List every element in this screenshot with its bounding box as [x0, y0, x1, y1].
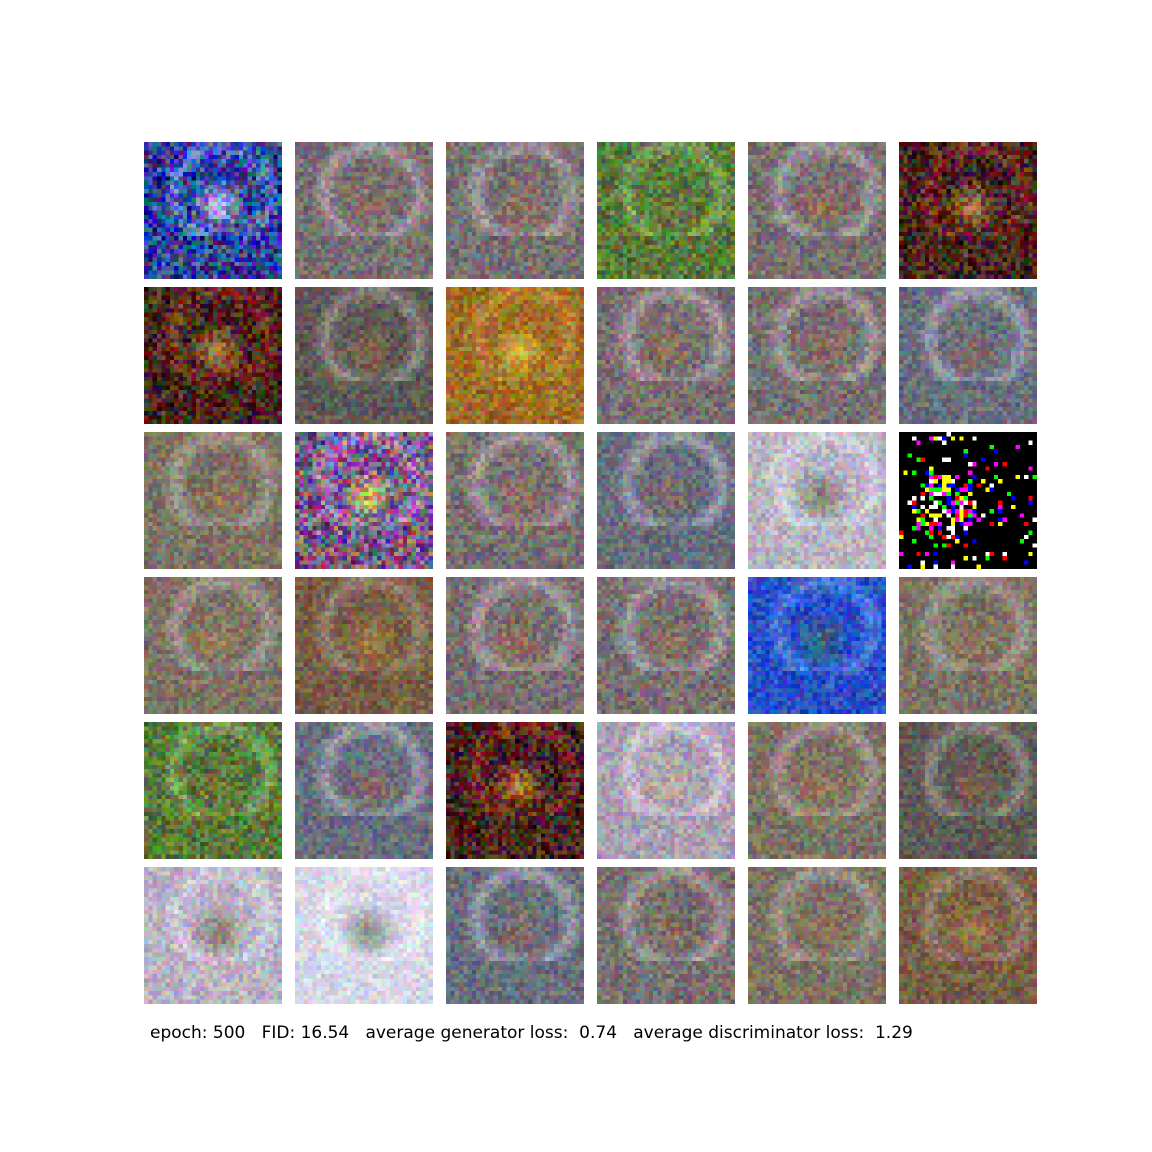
generated-sample-tile: [144, 722, 282, 859]
generated-sample-tile: [748, 867, 886, 1004]
generated-sample-tile: [597, 287, 735, 424]
generated-sample-tile: [144, 867, 282, 1004]
generated-sample-tile: [446, 722, 584, 859]
generated-sample-tile: [748, 722, 886, 859]
generated-sample-tile: [295, 577, 433, 714]
generated-sample-tile: [597, 432, 735, 569]
generated-sample-tile: [295, 287, 433, 424]
generated-sample-tile: [295, 722, 433, 859]
generated-sample-tile: [446, 142, 584, 279]
generated-sample-tile: [748, 432, 886, 569]
training-stats-caption: epoch: 500 FID: 16.54 average generator …: [150, 1023, 913, 1043]
generated-sample-tile: [899, 722, 1037, 859]
generated-sample-tile: [144, 142, 282, 279]
generated-sample-tile: [295, 432, 433, 569]
generated-sample-tile: [899, 577, 1037, 714]
generated-sample-tile: [597, 867, 735, 1004]
generated-sample-tile: [597, 722, 735, 859]
generated-sample-tile: [446, 577, 584, 714]
generated-sample-tile: [144, 287, 282, 424]
generated-sample-tile: [446, 867, 584, 1004]
generated-sample-tile: [597, 577, 735, 714]
generated-sample-tile: [899, 287, 1037, 424]
generated-samples-grid: [144, 142, 1037, 1004]
generated-sample-tile: [144, 432, 282, 569]
generated-sample-tile: [899, 142, 1037, 279]
generated-sample-tile: [748, 287, 886, 424]
generated-sample-tile: [597, 142, 735, 279]
generated-sample-tile: [748, 577, 886, 714]
generated-sample-tile: [295, 867, 433, 1004]
generated-sample-tile: [144, 577, 282, 714]
generated-sample-tile: [899, 432, 1037, 569]
generated-sample-tile: [446, 287, 584, 424]
generated-sample-tile: [446, 432, 584, 569]
generated-sample-tile: [748, 142, 886, 279]
generated-sample-tile: [899, 867, 1037, 1004]
generated-sample-tile: [295, 142, 433, 279]
